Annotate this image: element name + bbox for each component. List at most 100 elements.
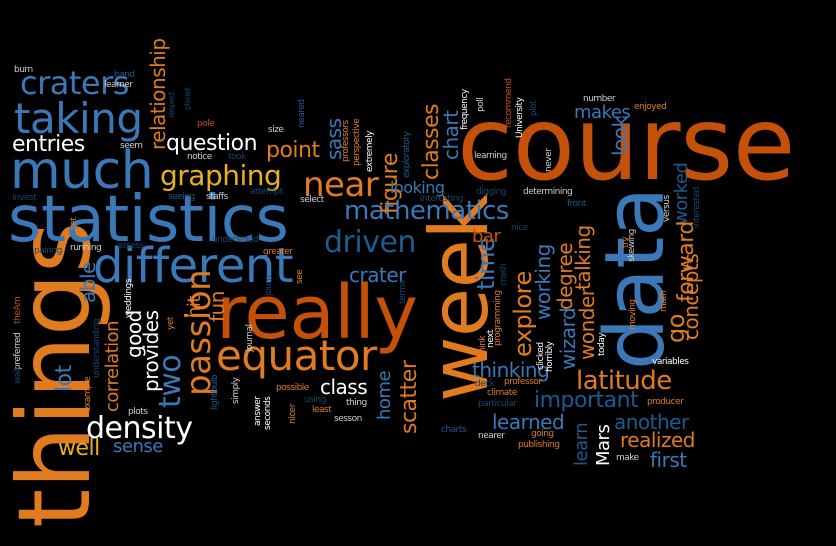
word-nicer: nicer <box>288 404 298 424</box>
word-charts: charts <box>441 425 467 435</box>
word-craters: craters <box>20 64 129 102</box>
word-enjoyed: enjoyed <box>634 102 667 112</box>
word-theAm: theAm <box>13 296 23 324</box>
word-invest: invest <box>12 193 37 203</box>
word-moving: moving <box>628 299 638 330</box>
word-University: University <box>515 97 525 138</box>
word-deck: deck <box>475 379 495 389</box>
word-possible: possible <box>276 383 309 393</box>
word-programming: programming <box>493 290 503 346</box>
word-journ: journ <box>264 275 274 296</box>
word-another: another <box>614 410 689 434</box>
word-seconds: seconds <box>263 396 273 430</box>
word-attempt: attempt <box>250 187 283 197</box>
word-able: able <box>76 262 100 303</box>
word-determining: determining <box>523 187 573 197</box>
word-lightbulb: lightbulb <box>210 374 220 410</box>
word-thinking: thinking <box>472 358 550 382</box>
word-notice: notice <box>187 152 212 162</box>
word-journal: journal <box>245 324 255 352</box>
word-learn: learn <box>571 422 592 466</box>
word-bar: bar <box>472 226 501 247</box>
word-least: least <box>312 405 332 415</box>
word-seeing: seeing <box>168 192 195 202</box>
word-looking: looking <box>390 178 445 197</box>
word-mathematics: mathematics <box>344 196 509 226</box>
word-chart: chart <box>439 110 463 161</box>
word-weddings: weddings <box>124 279 134 318</box>
word-worked: worked <box>671 162 692 225</box>
word-versus: versus <box>662 195 672 222</box>
word-perspective: perspective <box>352 118 362 166</box>
word-simply: simply <box>231 377 241 405</box>
word-professor: professor <box>504 377 542 387</box>
word-recommend: recommend <box>504 78 514 128</box>
word-going: going <box>531 429 554 439</box>
word-learner: learner <box>104 80 133 90</box>
word-seem: seem <box>120 141 143 151</box>
word-answer: answer <box>253 396 263 426</box>
word-well: well <box>58 436 100 461</box>
word-front: front <box>567 199 586 209</box>
word-degree: degree <box>553 242 577 310</box>
word-math: math <box>659 290 669 312</box>
word-hit: hit <box>184 296 205 318</box>
word-different: different <box>93 238 294 294</box>
word-much: much <box>10 141 154 201</box>
word-planet: planet <box>183 87 192 110</box>
word-climate: climate <box>487 388 517 398</box>
word-assess: assess <box>117 241 144 251</box>
word-Mars: Mars <box>593 424 614 466</box>
word-crash: crash <box>499 263 509 286</box>
word-variables: variables <box>652 357 689 367</box>
word-nice: nice <box>511 223 528 233</box>
word-greater: greater <box>263 247 293 257</box>
word-never: never <box>544 148 554 172</box>
word-learned: learned <box>492 410 565 434</box>
word-understood: understood <box>212 235 259 245</box>
word-nearer: nearer <box>478 431 505 441</box>
word-producer: producer <box>647 397 684 407</box>
word-scatter: scatter <box>397 360 422 434</box>
word-neared: neared <box>297 99 307 128</box>
word-horribly: horribly <box>545 341 555 373</box>
word-statistics: statistics <box>8 183 289 257</box>
word-exploratory: exploratory <box>402 131 412 178</box>
word-fun: fun <box>205 291 229 322</box>
word-publishing: publishing <box>518 440 560 450</box>
word-near: near <box>303 165 379 205</box>
word-plot: plot <box>529 100 539 116</box>
word-terms: terms <box>398 280 408 304</box>
word-learning: learning <box>474 151 507 161</box>
word-frequency: frequency <box>460 89 470 130</box>
word-latitude: latitude <box>576 366 672 396</box>
word-today: today <box>597 332 607 356</box>
word-correlation: correlation <box>102 320 123 412</box>
word-driven: driven <box>324 225 416 260</box>
word-first: first <box>650 448 687 472</box>
word-interested: interested <box>692 187 702 228</box>
word-wonder: wonder <box>575 288 599 361</box>
word-number: number <box>583 94 616 104</box>
word-took: took <box>228 152 246 162</box>
word-equator: equator <box>216 331 377 380</box>
word-density: density <box>86 411 193 446</box>
word-using: using <box>304 395 326 405</box>
word-crater: crater <box>349 263 406 287</box>
word-size: size <box>268 125 284 135</box>
word-respect: respect <box>167 91 176 118</box>
word-select: select <box>300 195 324 205</box>
word-see: see <box>295 269 305 284</box>
word-thing: thing <box>346 398 367 408</box>
word-plots: plots <box>128 407 148 417</box>
word-digging: digging <box>476 187 507 197</box>
word-pole: pole <box>197 119 215 129</box>
word-burn: burn <box>14 65 33 75</box>
word-taking: taking <box>14 94 143 143</box>
word-interesting: interesting <box>420 194 463 204</box>
word-entries: entries <box>12 132 85 157</box>
word-question: question <box>166 131 258 156</box>
word-professors: professors <box>341 120 351 162</box>
word-relationship: relationship <box>146 38 170 150</box>
